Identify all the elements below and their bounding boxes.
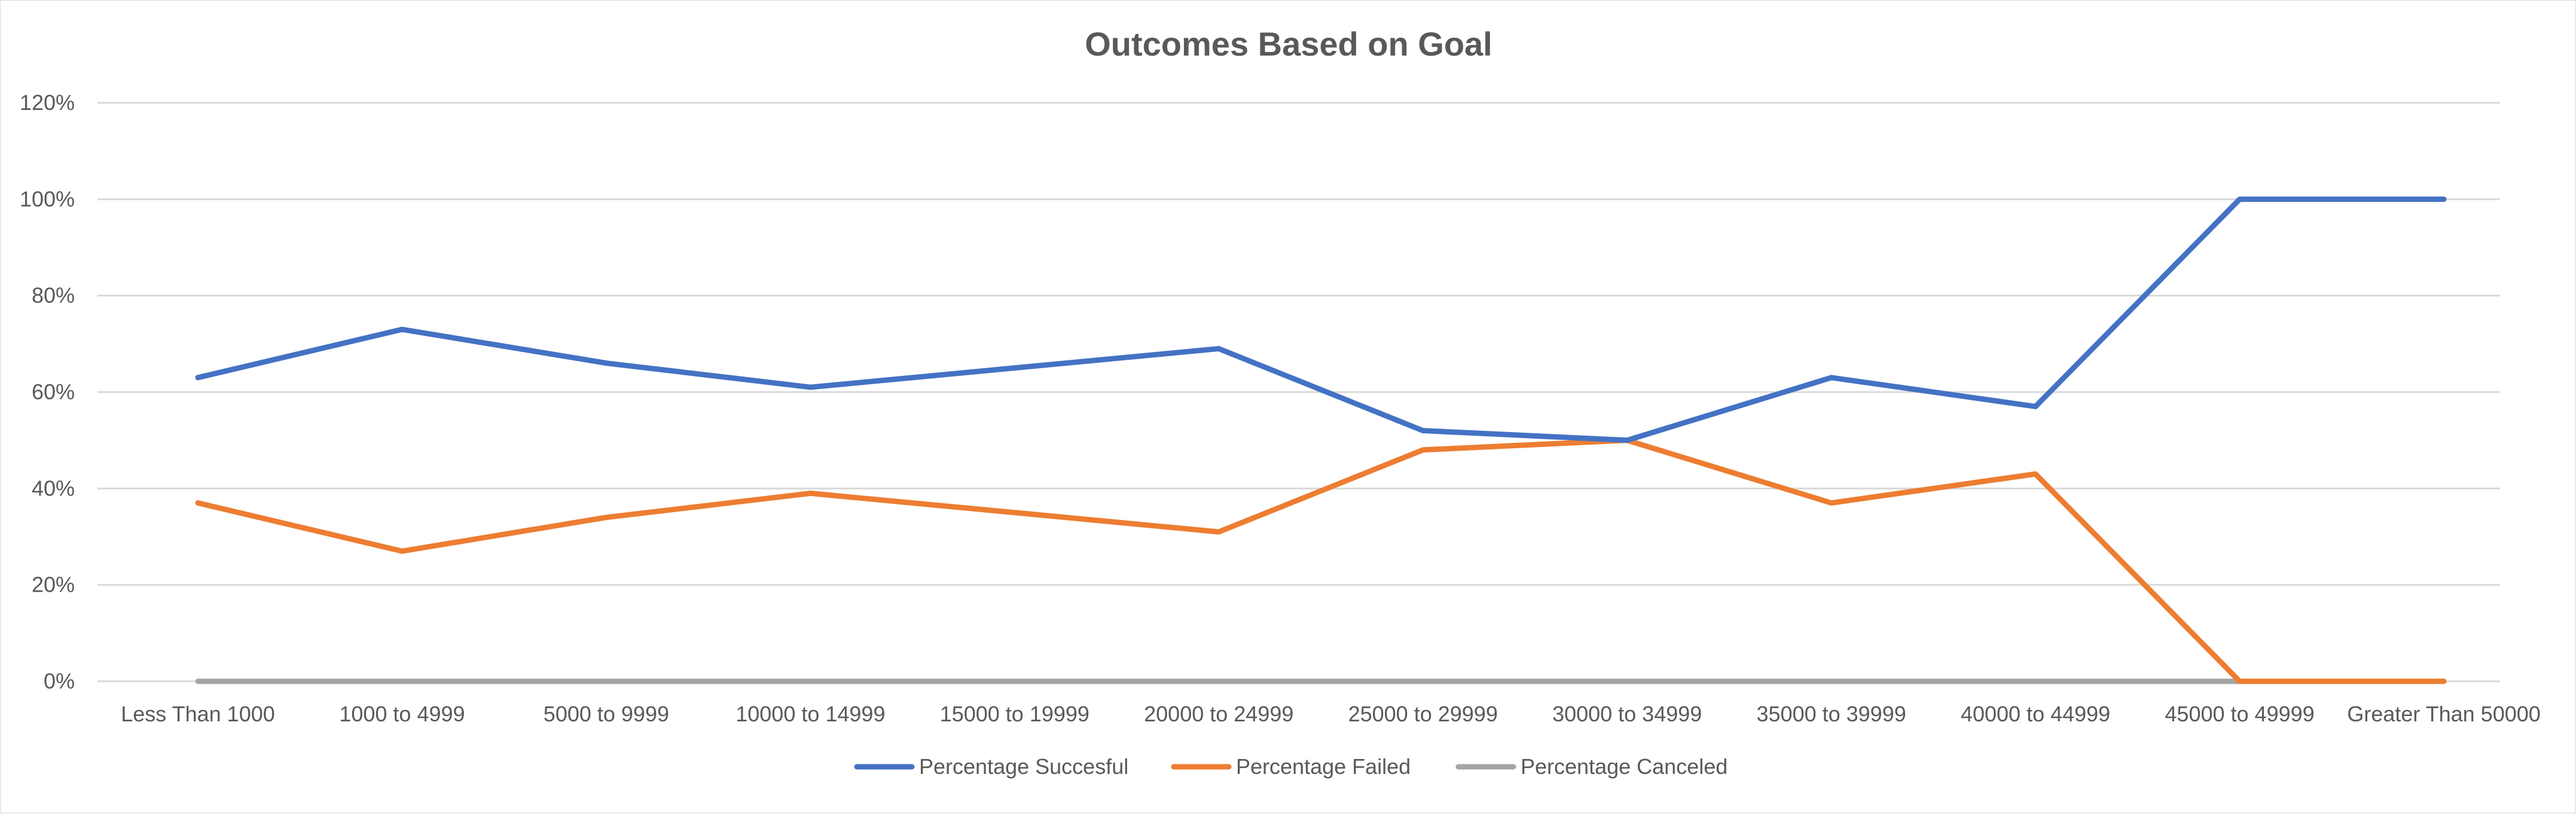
x-axis-ticks: Less Than 1000 1000 to 4999 5000 to 9999 10… (121, 702, 2541, 726)
x-tick-label: 15000 to 19999 (940, 702, 1089, 726)
x-tick-label: 45000 to 49999 (2165, 702, 2314, 726)
x-tick-label: 10000 to 14999 (735, 702, 885, 726)
gridlines (97, 102, 2500, 683)
x-tick-label: 25000 to 29999 (1348, 702, 1498, 726)
x-tick-label: 5000 to 9999 (544, 702, 669, 726)
legend-label: Percentage Failed (1236, 754, 1411, 779)
x-tick-label: 30000 to 34999 (1552, 702, 1702, 726)
x-tick-label: 20000 to 24999 (1144, 702, 1293, 726)
y-tick-label: 0% (44, 669, 75, 693)
series-lines (195, 196, 2447, 684)
y-tick-label: 80% (32, 283, 75, 308)
series-line (195, 437, 2447, 684)
legend: Percentage Succesful Percentage Failed Per… (854, 754, 1727, 779)
series-line (195, 196, 2447, 443)
legend-label: Percentage Canceled (1521, 754, 1727, 779)
y-tick-label: 60% (32, 380, 75, 404)
y-tick-label: 120% (20, 90, 75, 115)
y-axis-ticks: 0% 20% 40% 60% 80% 100% 120% (20, 90, 75, 693)
y-tick-label: 100% (20, 186, 75, 211)
x-tick-label: 1000 to 4999 (339, 702, 465, 726)
x-tick-label: Greater Than 50000 (2347, 702, 2541, 726)
x-tick-label: Less Than 1000 (121, 702, 275, 726)
legend-label: Percentage Succesful (919, 754, 1128, 779)
y-tick-label: 40% (32, 476, 75, 500)
x-tick-label: 35000 to 39999 (1757, 702, 1906, 726)
y-tick-label: 20% (32, 573, 75, 597)
x-tick-label: 40000 to 44999 (1961, 702, 2110, 726)
chart-title: Outcomes Based on Goal (1085, 25, 1493, 63)
